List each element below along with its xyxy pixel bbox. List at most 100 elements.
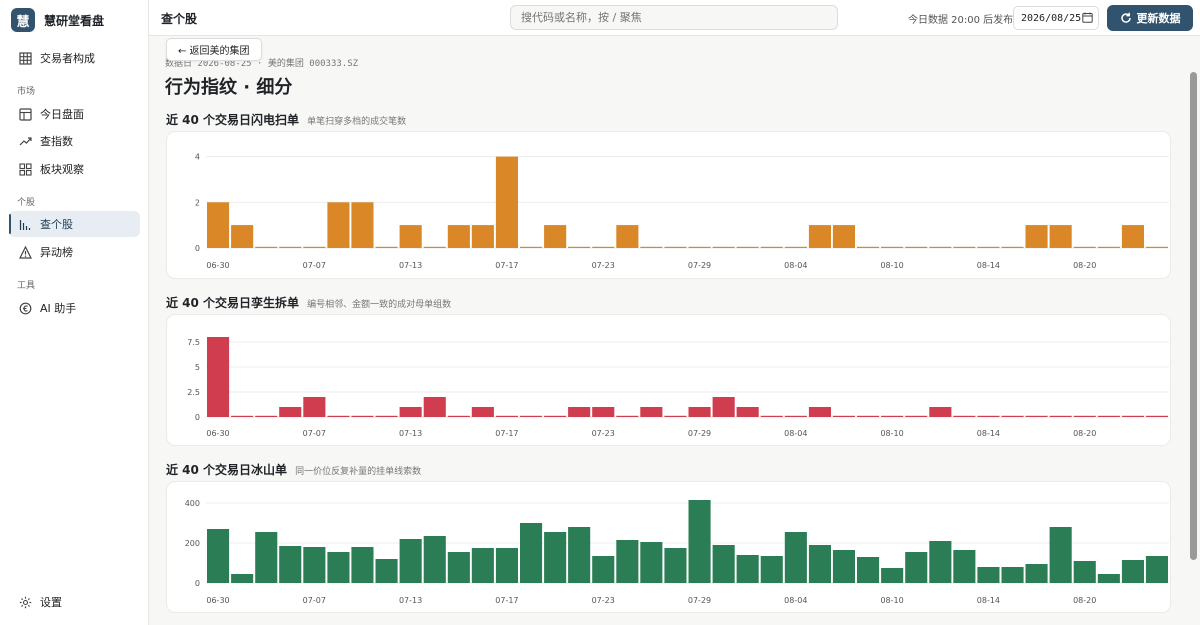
bar[interactable] — [1145, 246, 1168, 248]
bar[interactable] — [784, 246, 807, 248]
bar[interactable] — [977, 567, 1000, 583]
bar[interactable] — [905, 246, 928, 248]
bar[interactable] — [1073, 415, 1096, 417]
bar[interactable] — [520, 523, 543, 583]
bar[interactable] — [640, 407, 663, 417]
bar[interactable] — [832, 225, 855, 248]
bar[interactable] — [1025, 225, 1048, 248]
bar[interactable] — [688, 246, 711, 248]
bar[interactable] — [544, 225, 567, 248]
bar[interactable] — [712, 397, 735, 417]
bar[interactable] — [279, 546, 302, 583]
bar[interactable] — [905, 415, 928, 417]
bar[interactable] — [1097, 246, 1120, 248]
date-picker[interactable]: 2026/08/25 — [1013, 6, 1099, 30]
bar[interactable] — [640, 246, 663, 248]
bar[interactable] — [351, 202, 374, 248]
bar[interactable] — [399, 407, 422, 417]
bar[interactable] — [592, 556, 615, 583]
bar[interactable] — [808, 545, 831, 583]
bar[interactable] — [592, 246, 615, 248]
bar[interactable] — [881, 415, 904, 417]
bar[interactable] — [1097, 415, 1120, 417]
bar[interactable] — [375, 415, 398, 417]
bar[interactable] — [1097, 574, 1120, 583]
bar[interactable] — [808, 225, 831, 248]
bar[interactable] — [495, 548, 518, 583]
bar[interactable] — [568, 246, 591, 248]
bar[interactable] — [832, 415, 855, 417]
bar[interactable] — [255, 532, 278, 583]
brand[interactable]: 慧 慧研堂看盘 — [11, 8, 104, 32]
bar[interactable] — [207, 202, 230, 248]
bar[interactable] — [592, 407, 615, 417]
bar[interactable] — [857, 246, 880, 248]
bar[interactable] — [303, 397, 326, 417]
bar[interactable] — [471, 548, 494, 583]
bar[interactable] — [977, 415, 1000, 417]
bar[interactable] — [399, 225, 422, 248]
bar[interactable] — [471, 407, 494, 417]
bar[interactable] — [712, 545, 735, 583]
bar[interactable] — [423, 246, 446, 248]
bar[interactable] — [375, 246, 398, 248]
bar[interactable] — [1073, 246, 1096, 248]
bar[interactable] — [327, 415, 350, 417]
bar[interactable] — [881, 568, 904, 583]
bar[interactable] — [520, 246, 543, 248]
bar[interactable] — [1001, 246, 1024, 248]
bar[interactable] — [1145, 556, 1168, 583]
back-button[interactable]: ← 返回美的集团 — [166, 38, 262, 61]
bar[interactable] — [688, 500, 711, 583]
bar[interactable] — [495, 156, 518, 248]
bar[interactable] — [953, 415, 976, 417]
bar[interactable] — [808, 407, 831, 417]
bar[interactable] — [375, 559, 398, 583]
sidebar-item-traders[interactable]: 交易者构成 — [9, 45, 140, 71]
bar[interactable] — [544, 415, 567, 417]
bar[interactable] — [207, 529, 230, 583]
bar[interactable] — [1049, 527, 1072, 583]
bar[interactable] — [736, 246, 759, 248]
bar[interactable] — [1121, 225, 1144, 248]
bar[interactable] — [231, 415, 254, 417]
sidebar-item-settings[interactable]: 设置 — [9, 589, 140, 615]
sidebar-item-movers[interactable]: 异动榜 — [9, 239, 140, 265]
bar[interactable] — [423, 397, 446, 417]
bar[interactable] — [327, 552, 350, 583]
bar[interactable] — [207, 337, 230, 417]
bar[interactable] — [279, 246, 302, 248]
bar[interactable] — [616, 415, 639, 417]
bar[interactable] — [255, 415, 278, 417]
bar[interactable] — [664, 246, 687, 248]
bar[interactable] — [399, 539, 422, 583]
sidebar-item-index[interactable]: 查指数 — [9, 128, 140, 154]
sidebar-item-sectors[interactable]: 板块观察 — [9, 156, 140, 182]
bar[interactable] — [929, 246, 952, 248]
bar[interactable] — [447, 415, 470, 417]
sidebar-item-stock-lookup[interactable]: 查个股 — [9, 211, 140, 237]
bar[interactable] — [1049, 225, 1072, 248]
bar[interactable] — [351, 547, 374, 583]
sidebar-item-ai[interactable]: AI 助手 — [9, 295, 140, 321]
bar[interactable] — [544, 532, 567, 583]
bar[interactable] — [351, 415, 374, 417]
bar[interactable] — [279, 407, 302, 417]
bar[interactable] — [303, 246, 326, 248]
bar[interactable] — [736, 407, 759, 417]
refresh-button[interactable]: 更新数据 — [1107, 5, 1193, 31]
bar[interactable] — [255, 246, 278, 248]
bar[interactable] — [664, 548, 687, 583]
bar[interactable] — [1001, 415, 1024, 417]
bar[interactable] — [760, 246, 783, 248]
bar[interactable] — [1025, 564, 1048, 583]
bar[interactable] — [664, 415, 687, 417]
bar[interactable] — [568, 407, 591, 417]
bar[interactable] — [327, 202, 350, 248]
bar[interactable] — [929, 541, 952, 583]
bar[interactable] — [712, 246, 735, 248]
bar[interactable] — [905, 552, 928, 583]
bar[interactable] — [447, 552, 470, 583]
bar[interactable] — [520, 415, 543, 417]
bar[interactable] — [832, 550, 855, 583]
